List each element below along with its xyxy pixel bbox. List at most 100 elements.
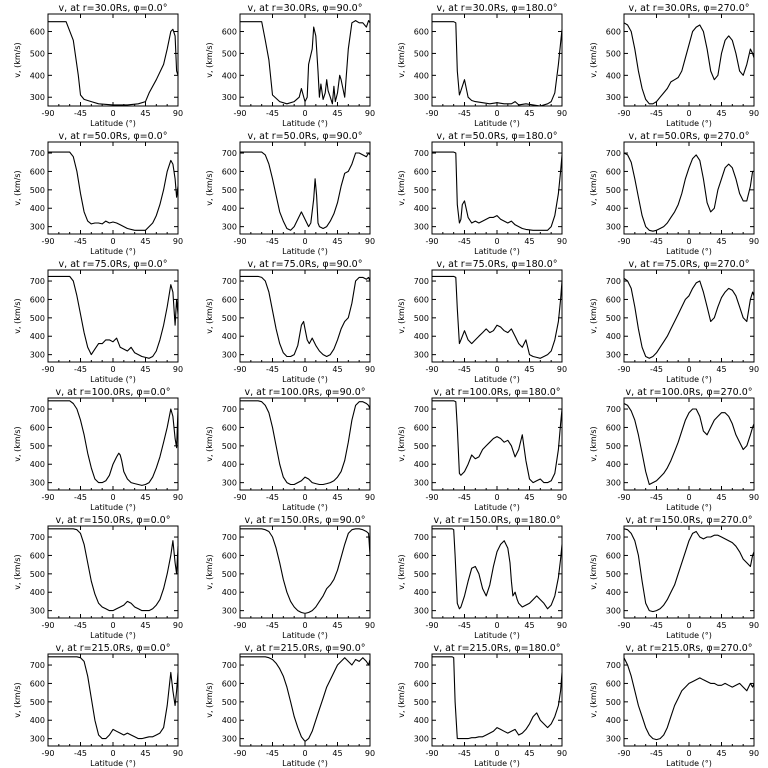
y-axis-label: v, (km/s) bbox=[13, 554, 22, 589]
series-line bbox=[240, 400, 371, 486]
x-tick-label: -90 bbox=[233, 493, 246, 502]
x-tick-label: 45 bbox=[524, 109, 534, 118]
y-axis-label: v, (km/s) bbox=[205, 426, 214, 461]
y-tick-label: 600 bbox=[606, 679, 621, 688]
x-tick-label: 0 bbox=[494, 749, 499, 758]
x-tick-label: 90 bbox=[365, 109, 375, 118]
x-tick-label: -90 bbox=[425, 749, 438, 758]
x-tick-label: 0 bbox=[302, 749, 307, 758]
x-tick-label: -45 bbox=[650, 493, 663, 502]
x-tick-label: -45 bbox=[266, 237, 279, 246]
y-axis-label: v, (km/s) bbox=[13, 682, 22, 717]
y-tick-label: 600 bbox=[30, 679, 45, 688]
x-tick-label: -45 bbox=[74, 749, 87, 758]
y-tick-label: 700 bbox=[30, 405, 45, 414]
chart-panel: v, at r=75.0Rs, φ=180.0° -90 -45 0 45 90 300 40… bbox=[397, 259, 567, 384]
x-tick-label: -45 bbox=[458, 749, 471, 758]
y-axis-label: v, (km/s) bbox=[589, 42, 598, 77]
y-tick-label: 600 bbox=[606, 28, 621, 37]
x-tick-label: 0 bbox=[110, 621, 115, 630]
y-tick-label: 500 bbox=[606, 698, 621, 707]
x-tick-label: 0 bbox=[302, 237, 307, 246]
plot-frame bbox=[431, 653, 563, 747]
y-tick-label: 300 bbox=[606, 351, 621, 360]
y-tick-label: 600 bbox=[222, 423, 237, 432]
y-tick-label: 500 bbox=[606, 442, 621, 451]
x-tick-label: 45 bbox=[140, 621, 150, 630]
y-tick-label: 700 bbox=[606, 533, 621, 542]
chart-title: v, at r=50.0Rs, φ=90.0° bbox=[248, 131, 363, 142]
chart-panel: v, at r=215.0Rs, φ=0.0° -90 -45 0 45 90 300 400… bbox=[13, 643, 183, 768]
chart-title: v, at r=75.0Rs, φ=270.0° bbox=[628, 259, 749, 270]
y-tick-label: 600 bbox=[414, 295, 429, 304]
x-tick-label: -45 bbox=[266, 493, 279, 502]
plot-frame bbox=[431, 269, 563, 363]
chart-title: v, at r=215.0Rs, φ=0.0° bbox=[56, 643, 171, 654]
y-tick-label: 500 bbox=[414, 314, 429, 323]
x-axis-label: Latitude (°) bbox=[282, 375, 328, 384]
chart-panel: v, at r=75.0Rs, φ=90.0° -90 -45 0 45 90 300 400… bbox=[205, 259, 375, 384]
y-tick-label: 600 bbox=[606, 295, 621, 304]
chart-panel: v, at r=150.0Rs, φ=90.0° -90 -45 0 45 90 300 40… bbox=[205, 515, 375, 640]
y-tick-label: 400 bbox=[606, 460, 621, 469]
x-tick-label: -45 bbox=[650, 621, 663, 630]
series-line bbox=[432, 21, 563, 107]
y-axis-label: v, (km/s) bbox=[13, 170, 22, 205]
chart-panel: v, at r=215.0Rs, φ=180.0° -90 -45 0 45 90 300 4… bbox=[397, 643, 567, 768]
x-tick-label: 90 bbox=[173, 237, 183, 246]
y-tick-label: 400 bbox=[222, 588, 237, 597]
y-tick-label: 500 bbox=[222, 49, 237, 58]
chart-panel: v, at r=30.0Rs, φ=270.0° -90 -45 0 45 90 300 40… bbox=[589, 3, 759, 128]
y-tick-label: 300 bbox=[222, 607, 237, 616]
x-axis-label: Latitude (°) bbox=[666, 503, 712, 512]
chart-title: v, at r=150.0Rs, φ=0.0° bbox=[56, 515, 171, 526]
x-tick-label: 45 bbox=[332, 621, 342, 630]
chart-panel: v, at r=215.0Rs, φ=270.0° -90 -45 0 45 90 300 4… bbox=[589, 643, 759, 768]
x-tick-label: 90 bbox=[173, 493, 183, 502]
chart-panel: v, at r=215.0Rs, φ=90.0° -90 -45 0 45 90 300 40… bbox=[205, 643, 375, 768]
y-tick-label: 600 bbox=[222, 551, 237, 560]
y-tick-label: 400 bbox=[606, 716, 621, 725]
y-tick-label: 500 bbox=[30, 49, 45, 58]
x-tick-label: 45 bbox=[716, 365, 726, 374]
y-tick-label: 400 bbox=[414, 204, 429, 213]
y-axis-label: v, (km/s) bbox=[205, 42, 214, 77]
chart-title: v, at r=75.0Rs, φ=0.0° bbox=[59, 259, 168, 270]
x-tick-label: 45 bbox=[332, 109, 342, 118]
x-axis-label: Latitude (°) bbox=[474, 247, 520, 256]
x-tick-label: 90 bbox=[557, 621, 567, 630]
plot-frame bbox=[239, 397, 371, 491]
series-line bbox=[48, 656, 179, 740]
y-axis-label: v, (km/s) bbox=[589, 554, 598, 589]
x-tick-label: 0 bbox=[494, 493, 499, 502]
y-axis-label: v, (km/s) bbox=[205, 554, 214, 589]
x-axis-label: Latitude (°) bbox=[90, 119, 136, 128]
y-tick-label: 700 bbox=[222, 405, 237, 414]
y-tick-label: 500 bbox=[606, 314, 621, 323]
x-tick-label: 0 bbox=[686, 237, 691, 246]
y-tick-label: 700 bbox=[30, 277, 45, 286]
x-axis-label: Latitude (°) bbox=[282, 759, 328, 768]
chart-title: v, at r=150.0Rs, φ=90.0° bbox=[244, 515, 365, 526]
y-tick-label: 700 bbox=[414, 405, 429, 414]
y-axis-label: v, (km/s) bbox=[397, 426, 406, 461]
x-tick-label: 0 bbox=[494, 109, 499, 118]
x-tick-label: 0 bbox=[494, 621, 499, 630]
y-tick-label: 600 bbox=[414, 28, 429, 37]
y-tick-label: 300 bbox=[30, 735, 45, 744]
y-tick-label: 300 bbox=[606, 479, 621, 488]
x-tick-label: 45 bbox=[524, 493, 534, 502]
x-tick-label: -45 bbox=[266, 365, 279, 374]
x-tick-label: -90 bbox=[617, 365, 630, 374]
y-tick-label: 400 bbox=[30, 716, 45, 725]
chart-panel: v, at r=75.0Rs, φ=0.0° -90 -45 0 45 90 300 400 5… bbox=[13, 259, 183, 384]
y-tick-label: 300 bbox=[606, 607, 621, 616]
x-tick-label: -45 bbox=[458, 109, 471, 118]
y-tick-label: 300 bbox=[414, 223, 429, 232]
x-tick-label: -90 bbox=[41, 237, 54, 246]
series-line bbox=[432, 528, 563, 610]
x-axis-label: Latitude (°) bbox=[474, 759, 520, 768]
x-tick-label: 90 bbox=[173, 109, 183, 118]
y-axis-label: v, (km/s) bbox=[397, 298, 406, 333]
chart-title: v, at r=30.0Rs, φ=90.0° bbox=[248, 3, 363, 14]
